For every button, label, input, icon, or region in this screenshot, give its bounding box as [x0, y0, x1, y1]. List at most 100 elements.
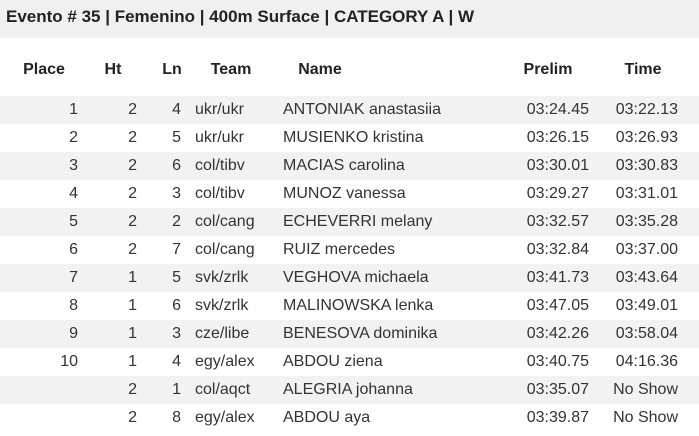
table-row: 2 8 egy/alex ABDOU aya 03:39.87 No Show — [0, 404, 699, 432]
place-cell: 7 — [69, 269, 78, 286]
lane-cell: 7 — [172, 241, 181, 258]
table-row: 4 2 3 col/tibv MUNOZ vanessa 03:29.27 03:31.01 — [0, 180, 699, 208]
lane-cell: 2 — [172, 213, 181, 230]
column-header: Team — [210, 61, 252, 78]
heat-cell: 2 — [128, 213, 137, 230]
team-cell: svk/zrlk — [195, 297, 249, 314]
team-cell: ukr/ukr — [195, 101, 244, 118]
name-cell: MACIAS carolina — [283, 157, 405, 174]
lane-cell: 6 — [172, 297, 181, 314]
name-cell: VEGHOVA michaela — [283, 269, 429, 286]
heat-cell: 2 — [128, 185, 137, 202]
heat-cell: 1 — [128, 297, 137, 314]
table-row: 9 1 3 cze/libe BENESOVA dominika 03:42.26 03:5… — [0, 320, 699, 348]
table-row: 7 1 5 svk/zrlk VEGHOVA michaela 03:41.73 03:43… — [0, 264, 699, 292]
team-cell: ukr/ukr — [195, 129, 244, 146]
heat-cell: 1 — [128, 353, 137, 370]
heat-cell: 2 — [128, 381, 137, 398]
prelim-cell: 03:26.15 — [526, 129, 589, 146]
table-row: 8 1 6 svk/zrlk MALINOWSKA lenka 03:47.05 03:49… — [0, 292, 699, 320]
place-cell: 6 — [69, 241, 78, 258]
prelim-cell: 03:47.05 — [526, 297, 589, 314]
time-cell: 03:30.83 — [615, 157, 678, 174]
place-cell: 3 — [69, 157, 78, 174]
prelim-cell: 03:41.73 — [526, 269, 589, 286]
heat-cell: 1 — [128, 325, 137, 342]
team-cell: col/tibv — [195, 157, 245, 174]
heat-cell: 2 — [128, 101, 137, 118]
lane-cell: 4 — [172, 101, 181, 118]
place-cell: 8 — [69, 297, 78, 314]
heat-cell: 2 — [128, 157, 137, 174]
place-cell: 9 — [69, 325, 78, 342]
column-header: Place — [23, 61, 65, 78]
name-cell: ALEGRIA johanna — [283, 381, 413, 398]
place-cell: 5 — [69, 213, 78, 230]
time-cell: 04:16.36 — [615, 353, 678, 370]
event-title: Evento # 35 | Femenino | 400m Surface | … — [0, 0, 699, 38]
time-cell: No Show — [613, 409, 678, 426]
table-row: 10 1 4 egy/alex ABDOU ziena 03:40.75 04:16.36 — [0, 348, 699, 376]
lane-cell: 1 — [172, 381, 181, 398]
heat-cell: 2 — [128, 409, 137, 426]
column-header: Ln — [162, 61, 182, 78]
time-cell: 03:26.93 — [615, 129, 678, 146]
place-cell: 4 — [69, 185, 78, 202]
time-cell: 03:31.01 — [615, 185, 678, 202]
time-cell: 03:43.64 — [615, 269, 678, 286]
lane-cell: 5 — [172, 129, 181, 146]
table-row: 2 2 5 ukr/ukr MUSIENKO kristina 03:26.15 03:26… — [0, 124, 699, 152]
team-cell: cze/libe — [195, 325, 250, 342]
place-cell: 2 — [69, 129, 78, 146]
team-cell: col/tibv — [195, 185, 245, 202]
name-cell: MUSIENKO kristina — [283, 129, 424, 146]
prelim-cell: 03:32.57 — [526, 213, 589, 230]
place-cell: 10 — [60, 353, 78, 370]
name-cell: ABDOU ziena — [283, 353, 383, 370]
time-cell: 03:22.13 — [615, 101, 678, 118]
time-cell: No Show — [613, 381, 678, 398]
lane-cell: 4 — [172, 353, 181, 370]
heat-cell: 1 — [128, 269, 137, 286]
prelim-cell: 03:42.26 — [526, 325, 589, 342]
name-cell: BENESOVA dominika — [283, 325, 438, 342]
time-cell: 03:58.04 — [615, 325, 678, 342]
team-cell: egy/alex — [195, 353, 255, 370]
place-cell: 1 — [69, 101, 78, 118]
team-cell: col/aqct — [195, 381, 251, 398]
prelim-cell: 03:24.45 — [526, 101, 589, 118]
table-row: 6 2 7 col/cang RUIZ mercedes 03:32.84 03:37.00 — [0, 236, 699, 264]
name-cell: RUIZ mercedes — [283, 241, 396, 258]
column-header: Name — [298, 61, 342, 78]
team-cell: col/cang — [195, 213, 255, 230]
time-cell: 03:37.00 — [615, 241, 678, 258]
column-header: Time — [624, 61, 662, 78]
column-header: Prelim — [523, 61, 573, 78]
heat-cell: 2 — [128, 241, 137, 258]
lane-cell: 6 — [172, 157, 181, 174]
name-cell: ANTONIAK anastasiia — [283, 101, 441, 118]
table-row: 1 2 4 ukr/ukr ANTONIAK anastasiia 03:24.45 03:… — [0, 96, 699, 124]
heat-cell: 2 — [128, 129, 137, 146]
lane-cell: 3 — [172, 325, 181, 342]
table-row: 2 1 col/aqct ALEGRIA johanna 03:35.07 No Show — [0, 376, 699, 404]
team-cell: col/cang — [195, 241, 255, 258]
name-cell: MUNOZ vanessa — [283, 185, 406, 202]
team-cell: svk/zrlk — [195, 269, 249, 286]
table-row: 5 2 2 col/cang ECHEVERRI melany 03:32.57 03:35… — [0, 208, 699, 236]
prelim-cell: 03:32.84 — [526, 241, 589, 258]
time-cell: 03:35.28 — [615, 213, 678, 230]
name-cell: MALINOWSKA lenka — [283, 297, 434, 314]
lane-cell: 3 — [172, 185, 181, 202]
team-cell: egy/alex — [195, 409, 255, 426]
column-header: Ht — [104, 61, 122, 78]
name-cell: ECHEVERRI melany — [283, 213, 433, 230]
lane-cell: 5 — [172, 269, 181, 286]
prelim-cell: 03:30.01 — [526, 157, 589, 174]
lane-cell: 8 — [172, 409, 181, 426]
prelim-cell: 03:29.27 — [526, 185, 589, 202]
prelim-cell: 03:35.07 — [526, 381, 589, 398]
name-cell: ABDOU aya — [283, 409, 371, 426]
prelim-cell: 03:39.87 — [526, 409, 589, 426]
